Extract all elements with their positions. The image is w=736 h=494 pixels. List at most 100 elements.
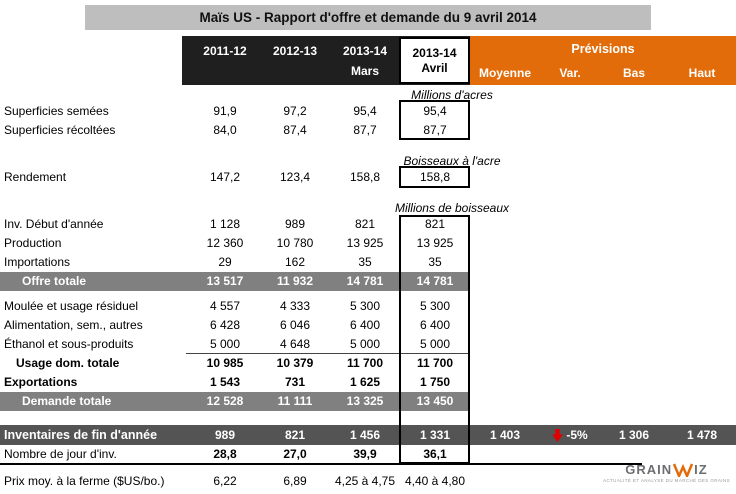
cell-value: 87,7: [353, 123, 377, 137]
unit-label-acres: Millions d'acres: [411, 88, 493, 102]
cell-value: 97,2: [283, 104, 307, 118]
logo-tagline: ACTUALITÉ ET ANALYSE DU MARCHÉ DES GRAIN…: [602, 478, 730, 483]
cell-value: 10 379: [276, 356, 314, 370]
cell-value: 1 128: [209, 217, 241, 231]
variation-value: -5%: [566, 428, 588, 442]
cell-value: 87,4: [283, 123, 307, 137]
cell-value: 11 111: [260, 392, 330, 411]
cell-value: 35: [358, 255, 372, 269]
row-label: Alimentation, sem., autres: [4, 318, 143, 332]
down-arrow-icon: [552, 428, 564, 442]
col-header-avril: Avril: [421, 60, 448, 75]
cell-value: 6 400: [349, 318, 381, 332]
row-label: Production: [4, 236, 62, 250]
row-jours-inventaire: Nombre de jour d'inv. 28,8 27,0 39,9 36,…: [0, 445, 736, 464]
cell-value: 1 750: [419, 375, 451, 389]
cell-value: 13 450: [400, 392, 470, 411]
cell-value: 29: [218, 255, 232, 269]
row-production: Production 12 360 10 780 13 925 13 925: [0, 234, 736, 253]
col-header-var: Var.: [559, 66, 581, 80]
cell-value: 6 428: [209, 318, 241, 332]
table-body: Millions d'acres Superficies semées 91,9…: [0, 88, 736, 491]
col-header-2012-13: 2012-13: [272, 44, 318, 58]
row-label: Nombre de jour d'inv.: [4, 447, 117, 461]
unit-label-bushels: Millions de boisseaux: [394, 201, 510, 215]
cell-value: 6 400: [419, 318, 451, 332]
cell-value: 84,0: [213, 123, 237, 137]
cell-value: 162: [284, 255, 306, 269]
cell-value: 4 648: [279, 337, 311, 351]
col-header-2013-14-avril-year: 2013-14: [412, 45, 457, 60]
row-label: Prix moy. à la ferme ($US/bo.): [4, 474, 165, 488]
cell-value: 87,7: [423, 123, 447, 137]
cell-value: 13 325: [330, 392, 400, 411]
col-header-2013-14-mars-year: 2013-14: [342, 44, 388, 58]
cell-value: 10 780: [276, 236, 314, 250]
cell-value: 6 046: [279, 318, 311, 332]
report-title: Maïs US - Rapport d'offre et demande du …: [85, 5, 651, 30]
cell-value: 4 557: [209, 299, 241, 313]
col-header-avril-box: 2013-14 Avril: [399, 37, 470, 84]
row-label: Exportations: [4, 375, 78, 389]
cell-value: 4 333: [279, 299, 311, 313]
col-header-mars: Mars: [350, 64, 379, 78]
row-demande-totale: Demande totale 12 528 11 111 13 325 13 4…: [0, 392, 736, 411]
unit-row-acres: Millions d'acres: [0, 88, 736, 102]
col-header-2011-12: 2011-12: [203, 44, 247, 58]
cell-value: 35: [428, 255, 442, 269]
cell-value: 6,22: [213, 474, 237, 488]
unit-label-yield: Boisseaux à l'acre: [403, 154, 501, 168]
row-label: Importations: [4, 255, 71, 269]
cell-value: 10 985: [206, 356, 244, 370]
cell-value: 11 932: [260, 272, 330, 291]
cell-value: 989: [284, 217, 306, 231]
cell-value: 27,0: [283, 447, 307, 461]
cell-value: 12 360: [206, 236, 244, 250]
unit-row-bushels: Millions de boisseaux: [0, 201, 736, 215]
cell-value: 1 331: [419, 428, 451, 442]
cell-value: 36,1: [423, 447, 447, 461]
cell-value: 1 543: [209, 375, 241, 389]
cell-variation: -5%: [540, 425, 600, 445]
cell-value: 95,4: [423, 104, 447, 118]
row-label: Moulée et usage résiduel: [4, 299, 139, 313]
cell-value: 158,8: [349, 170, 381, 184]
cell-value: 5 000: [419, 337, 451, 351]
cell-value: 4,25 à 4,75: [334, 474, 396, 488]
col-header-haut: Haut: [688, 66, 716, 80]
cell-value: 989: [214, 428, 236, 442]
row-rendement: Rendement 147,2 123,4 158,8 158,8: [0, 168, 736, 187]
row-label: Demande totale: [0, 392, 190, 411]
cell-bas: 1 306: [618, 428, 650, 442]
row-inv-debut: Inv. Début d'année 1 128 989 821 821: [0, 215, 736, 234]
row-moulee: Moulée et usage résiduel 4 557 4 333 5 3…: [0, 297, 736, 316]
row-superficies-semees: Superficies semées 91,9 97,2 95,4 95,4: [0, 102, 736, 121]
cell-value: 821: [284, 428, 306, 442]
row-prix-ferme: Prix moy. à la ferme ($US/bo.) 6,22 6,89…: [0, 472, 736, 491]
cell-value: 28,8: [213, 447, 237, 461]
grainwiz-wordmark: GRAIN IZ: [603, 462, 730, 477]
cell-value: 821: [424, 217, 446, 231]
cell-value: 95,4: [353, 104, 377, 118]
row-label: Inventaires de fin d'année: [4, 428, 158, 442]
cell-value: 158,8: [419, 170, 451, 184]
cell-value: 13 925: [416, 236, 454, 250]
cell-haut: 1 478: [686, 428, 718, 442]
cell-value: 11 700: [416, 356, 454, 370]
cell-value: 14 781: [400, 272, 470, 291]
row-label: Éthanol et sous-produits: [4, 337, 134, 351]
row-label: Inv. Début d'année: [4, 217, 104, 231]
cell-value: 12 528: [190, 392, 260, 411]
separator-usage-dom: [186, 353, 470, 354]
previsions-header: Prévisions: [571, 42, 635, 56]
table-header-previsions: [470, 36, 736, 85]
row-alimentation: Alimentation, sem., autres 6 428 6 046 6…: [0, 316, 736, 335]
grainwiz-w-icon: [673, 463, 694, 477]
cell-value: 91,9: [213, 104, 237, 118]
cell-value: 1 625: [349, 375, 381, 389]
cell-value: 13 925: [346, 236, 384, 250]
cell-value: 5 300: [419, 299, 451, 313]
row-label: Superficies semées: [4, 104, 109, 118]
cell-value: 147,2: [209, 170, 241, 184]
